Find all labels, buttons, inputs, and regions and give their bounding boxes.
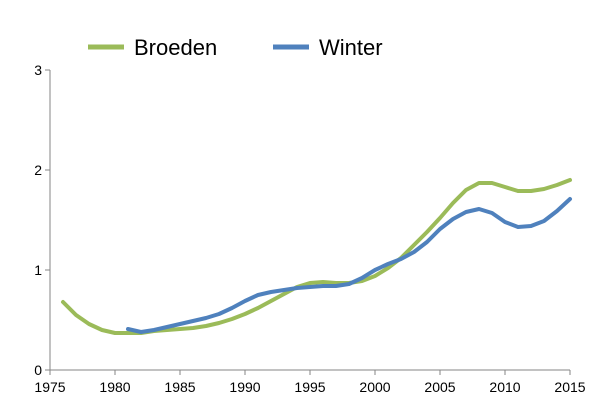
- x-tick-label: 1975: [34, 379, 65, 395]
- x-tick-label: 2010: [489, 379, 520, 395]
- legend: Broeden Winter: [88, 35, 383, 60]
- series-line-broeden: [61, 178, 572, 335]
- legend-label-winter: Winter: [319, 35, 383, 60]
- x-tick-label: 2000: [359, 379, 390, 395]
- x-tick-label: 2015: [554, 379, 585, 395]
- legend-label-broeden: Broeden: [134, 35, 217, 60]
- series-line-winter: [126, 197, 572, 334]
- series-layer: [61, 178, 572, 335]
- x-tick-label: 1980: [99, 379, 130, 395]
- axes: [45, 69, 571, 375]
- tick-labels: 0 1 2 3 1975 1980 1985 1990 1995 2000 2005 2010 2015: [34, 62, 586, 395]
- x-tick-label: 1990: [229, 379, 260, 395]
- y-tick-label: 2: [34, 162, 42, 178]
- x-tick-label: 1985: [164, 379, 195, 395]
- y-tick-label: 3: [34, 62, 42, 78]
- x-tick-label: 1995: [294, 379, 325, 395]
- x-tick-label: 2005: [424, 379, 455, 395]
- y-tick-label: 0: [34, 362, 42, 378]
- y-tick-label: 1: [34, 262, 42, 278]
